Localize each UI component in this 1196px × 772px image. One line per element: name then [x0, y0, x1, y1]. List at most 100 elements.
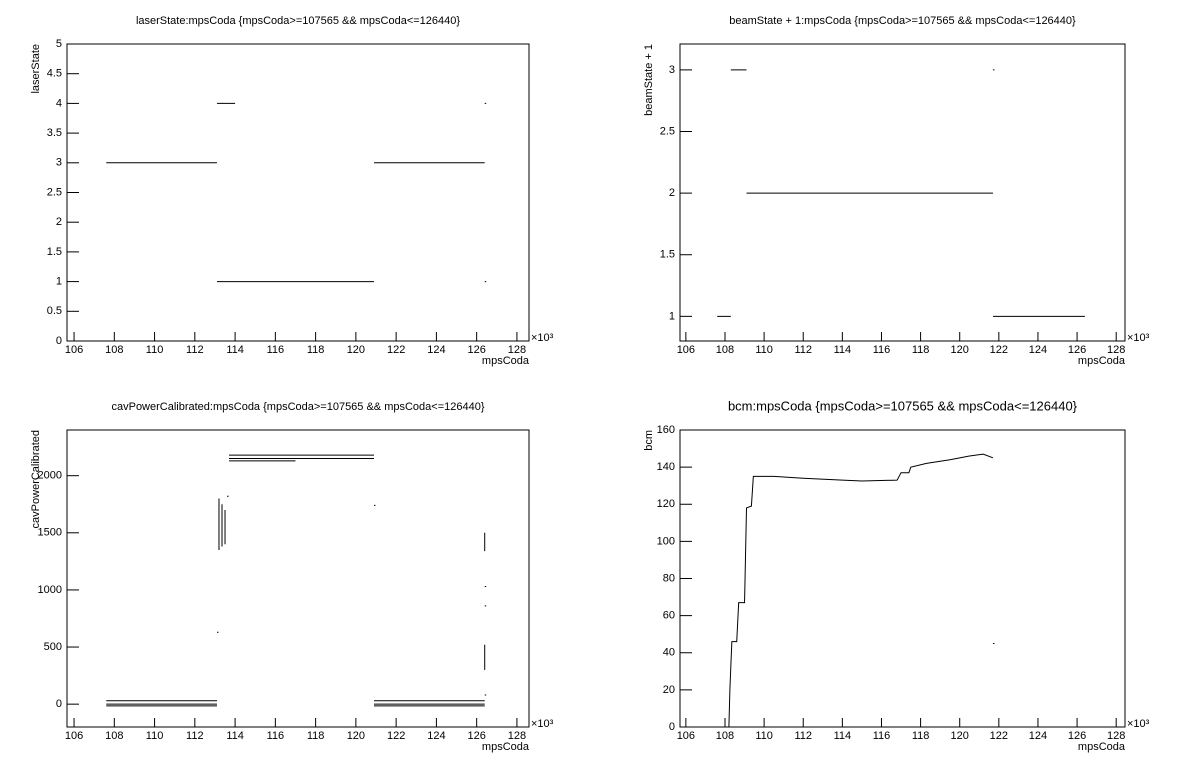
y-tick-label: 4.5 — [47, 68, 62, 80]
y-tick-label: 2.5 — [47, 186, 62, 198]
x-tick-label: 126 — [1068, 344, 1086, 356]
x-tick-label: 118 — [912, 344, 930, 356]
y-tick-label: 2 — [56, 216, 62, 228]
y-tick-label: 1 — [56, 276, 62, 288]
y-tick-label: 3 — [56, 157, 62, 169]
y-tick-label: 500 — [44, 641, 62, 653]
x-tick-label: 108 — [716, 730, 734, 742]
y-tick-label: 5 — [56, 38, 62, 50]
x-tick-label: 112 — [794, 730, 812, 742]
x-tick-label: 110 — [146, 730, 164, 742]
x-tick-label: 120 — [347, 730, 365, 742]
x-tick-label: 112 — [186, 344, 204, 356]
y-tick-label: 1500 — [38, 527, 62, 539]
x-tick-label: 108 — [105, 730, 123, 742]
x-multiplier: ×10³ — [531, 332, 554, 344]
x-tick-label: 116 — [873, 730, 891, 742]
x-tick-label: 108 — [105, 344, 123, 356]
x-tick-label: 118 — [307, 730, 325, 742]
x-tick-label: 112 — [186, 730, 204, 742]
y-tick-label: 20 — [663, 684, 675, 696]
x-tick-label: 106 — [65, 344, 83, 356]
x-tick-label: 120 — [951, 730, 969, 742]
x-tick-label: 124 — [427, 730, 445, 742]
x-tick-label: 110 — [755, 344, 773, 356]
x-tick-label: 122 — [990, 344, 1008, 356]
x-tick-label: 108 — [716, 344, 734, 356]
x-multiplier: ×10³ — [531, 718, 554, 730]
x-tick-label: 128 — [1107, 730, 1125, 742]
x-tick-label: 124 — [1029, 344, 1047, 356]
x-tick-label: 116 — [267, 730, 285, 742]
x-tick-label: 122 — [990, 730, 1008, 742]
y-tick-label: 1 — [669, 310, 675, 322]
x-tick-label: 116 — [873, 344, 891, 356]
x-tick-label: 118 — [912, 730, 930, 742]
y-tick-label: 40 — [663, 647, 675, 659]
chart-title: bcm:mpsCoda {mpsCoda>=107565 && mpsCoda<… — [728, 398, 1078, 413]
chart-title: beamState + 1:mpsCoda {mpsCoda>=107565 &… — [729, 15, 1076, 27]
x-tick-label: 116 — [267, 344, 285, 356]
x-tick-label: 124 — [427, 344, 445, 356]
x-tick-label: 120 — [951, 344, 969, 356]
x-axis-label: mpsCoda — [482, 355, 530, 367]
x-tick-label: 120 — [347, 344, 365, 356]
chart-title: cavPowerCalibrated:mpsCoda {mpsCoda>=107… — [111, 401, 484, 413]
x-multiplier: ×10³ — [1127, 718, 1150, 730]
x-tick-label: 106 — [677, 344, 695, 356]
x-tick-label: 110 — [146, 344, 164, 356]
y-tick-label: 2.5 — [660, 125, 675, 137]
x-tick-label: 126 — [467, 344, 485, 356]
y-axis-label: bcm — [643, 430, 655, 451]
x-tick-label: 122 — [387, 730, 405, 742]
y-tick-label: 0 — [56, 335, 62, 347]
x-tick-label: 122 — [387, 344, 405, 356]
y-tick-label: 1000 — [38, 584, 62, 596]
y-axis-label: beamState + 1 — [643, 44, 655, 116]
y-tick-label: 100 — [657, 535, 675, 547]
y-tick-label: 3 — [669, 64, 675, 76]
plot-frame — [679, 43, 1126, 342]
x-tick-label: 118 — [307, 344, 325, 356]
x-axis-label: mpsCoda — [482, 741, 530, 753]
y-tick-label: 80 — [663, 572, 675, 584]
x-tick-label: 128 — [508, 344, 526, 356]
x-tick-label: 106 — [677, 730, 695, 742]
x-tick-label: 106 — [65, 730, 83, 742]
y-tick-label: 0.5 — [47, 305, 62, 317]
x-tick-label: 128 — [1107, 344, 1125, 356]
x-tick-label: 112 — [794, 344, 812, 356]
y-axis-label: laserState — [30, 44, 42, 94]
data-line — [717, 69, 1085, 317]
x-tick-label: 126 — [467, 730, 485, 742]
chart-title: laserState:mpsCoda {mpsCoda>=107565 && m… — [136, 15, 460, 27]
plot-frame — [679, 429, 1126, 728]
y-tick-label: 2000 — [38, 470, 62, 482]
y-tick-label: 1.5 — [660, 249, 675, 261]
x-tick-label: 114 — [834, 730, 852, 742]
y-axis-label: cavPowerCalibrated — [30, 430, 42, 528]
y-tick-label: 3.5 — [47, 127, 62, 139]
data-line — [106, 102, 487, 283]
x-tick-label: 114 — [226, 730, 244, 742]
x-tick-label: 126 — [1068, 730, 1086, 742]
y-tick-label: 1.5 — [47, 246, 62, 258]
y-tick-label: 2 — [669, 187, 675, 199]
x-tick-label: 110 — [755, 730, 773, 742]
plot-frame — [66, 429, 530, 728]
x-tick-label: 114 — [226, 344, 244, 356]
y-tick-label: 60 — [663, 610, 675, 622]
y-tick-label: 0 — [669, 721, 675, 733]
y-tick-label: 160 — [657, 424, 675, 436]
x-axis-label: mpsCoda — [1078, 741, 1126, 753]
plot-frame — [66, 43, 530, 342]
y-tick-label: 4 — [56, 97, 62, 109]
x-multiplier: ×10³ — [1127, 332, 1150, 344]
data-line — [724, 453, 995, 728]
x-tick-label: 114 — [834, 344, 852, 356]
y-tick-label: 120 — [657, 498, 675, 510]
x-tick-label: 128 — [508, 730, 526, 742]
y-tick-label: 0 — [56, 698, 62, 710]
x-axis-label: mpsCoda — [1078, 355, 1126, 367]
